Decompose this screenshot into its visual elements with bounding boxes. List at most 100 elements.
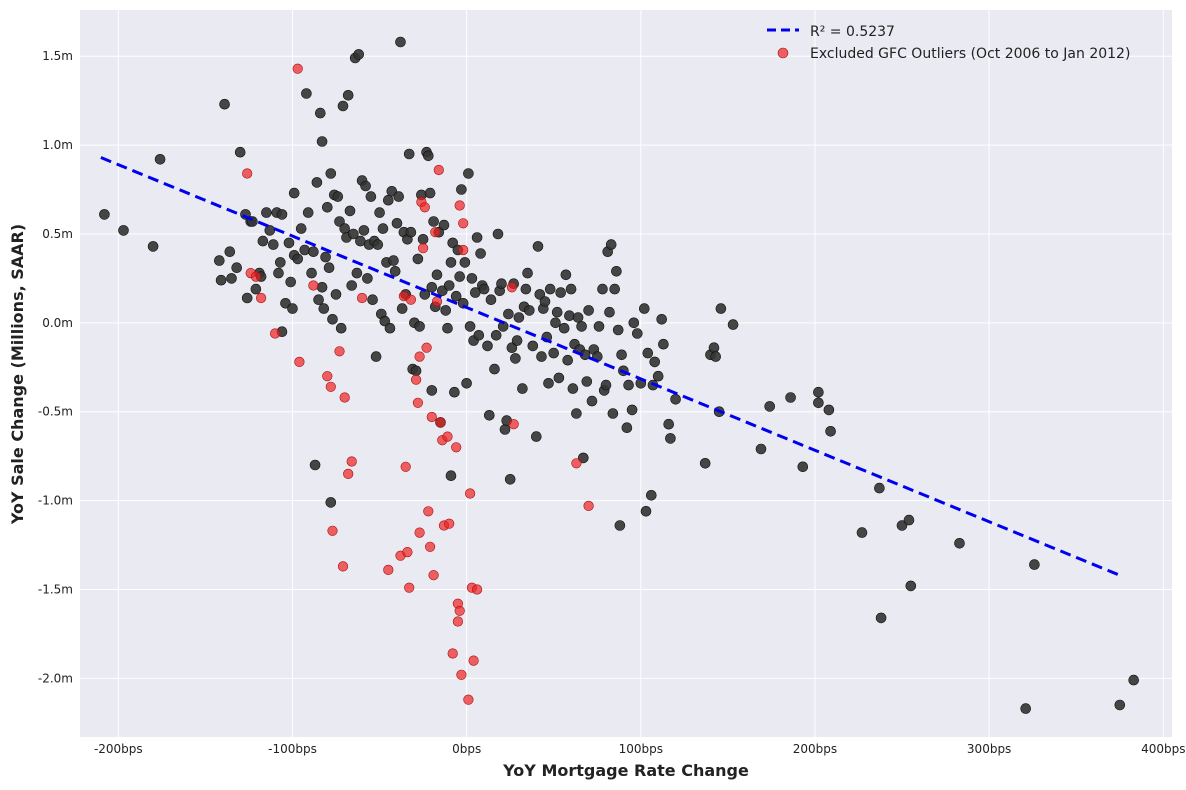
excluded-data-point (294, 356, 305, 368)
data-point (496, 278, 507, 290)
excluded-data-point (458, 244, 469, 256)
data-point (393, 191, 405, 202)
data-point (287, 303, 298, 314)
legend: R² = 0.5237 Excluded GFC Outliers (Oct 2… (767, 24, 1130, 62)
data-point (511, 335, 523, 346)
y-tick-label: 1.0m (42, 138, 73, 152)
excluded-data-point (454, 200, 465, 211)
data-point (642, 347, 654, 359)
data-point (504, 473, 516, 485)
data-point (456, 184, 467, 195)
excluded-data-point (292, 63, 303, 74)
data-point (234, 146, 246, 158)
data-point (658, 338, 669, 350)
data-point (318, 303, 330, 314)
data-point (395, 36, 406, 48)
data-point (499, 424, 511, 435)
data-point (631, 328, 643, 339)
excluded-points (242, 63, 594, 705)
excluded-data-point (428, 570, 439, 581)
data-point (344, 205, 356, 217)
data-point (348, 228, 359, 240)
data-point (699, 457, 711, 469)
excluded-data-point (404, 582, 415, 593)
data-point (314, 107, 326, 119)
data-point (510, 353, 521, 364)
data-point (905, 580, 917, 592)
data-point (813, 397, 824, 409)
data-point (335, 322, 347, 334)
data-point (382, 194, 394, 206)
excluded-data-point (337, 561, 349, 572)
data-point (577, 452, 589, 464)
data-point (604, 306, 615, 318)
data-point (424, 187, 436, 199)
data-point (665, 433, 676, 444)
data-point (250, 283, 262, 295)
data-point (316, 136, 328, 147)
data-point (628, 317, 640, 329)
excluded-data-point (456, 669, 467, 680)
excluded-data-point (334, 346, 345, 357)
data-point (372, 239, 384, 250)
data-point (219, 98, 230, 110)
data-point (544, 283, 556, 295)
y-tick-label: 0.5m (42, 227, 73, 241)
data-point (492, 228, 504, 240)
y-axis-ticks: 1.5m 1.0m 0.5m 0.0m -0.5m -1.0m -1.5m -2.0m (38, 49, 73, 685)
data-point (520, 283, 532, 295)
data-point (118, 225, 129, 236)
data-point (450, 290, 462, 302)
data-point (370, 351, 382, 362)
data-point (323, 262, 335, 274)
data-point (391, 218, 403, 229)
data-point (154, 154, 166, 165)
data-point (572, 312, 584, 323)
data-point (593, 321, 605, 332)
data-point (257, 235, 269, 247)
excluded-data-point (414, 527, 425, 538)
data-point (611, 265, 622, 277)
data-point (311, 177, 323, 188)
data-point (640, 505, 652, 517)
data-point (299, 244, 311, 256)
data-point (576, 321, 587, 332)
excluded-data-point (442, 431, 453, 442)
y-tick-label: -1.5m (38, 582, 73, 596)
data-point (276, 209, 288, 220)
data-point (1114, 699, 1126, 711)
data-point (536, 351, 547, 362)
data-point (384, 322, 396, 334)
legend-excluded-marker (777, 47, 789, 59)
data-point (412, 253, 424, 265)
excluded-data-point (412, 397, 424, 408)
data-point (445, 470, 457, 482)
data-point (874, 482, 885, 494)
regression-line (100, 156, 1121, 577)
data-point (645, 489, 657, 501)
excluded-data-point (452, 616, 464, 627)
x-tick-label: 300bps (967, 742, 1011, 756)
excluded-data-point (447, 648, 458, 659)
data-point (226, 273, 237, 284)
excluded-data-point (250, 271, 261, 282)
data-point (320, 251, 331, 263)
data-point (485, 294, 497, 306)
legend-regression-label: R² = 0.5237 (810, 24, 895, 40)
data-point (522, 267, 533, 279)
excluded-data-point (444, 518, 455, 529)
data-point (339, 223, 351, 234)
x-axis-ticks: -200bps -100bps 0bps 100bps 200bps 300bps 400b… (94, 742, 1186, 756)
data-point (362, 273, 373, 284)
data-point (560, 269, 572, 281)
data-point (332, 191, 344, 202)
data-point (396, 303, 408, 314)
data-point (517, 383, 528, 394)
data-point (463, 168, 474, 179)
data-point (527, 340, 539, 352)
data-point (426, 281, 438, 293)
excluded-data-point (458, 218, 469, 229)
excluded-data-point (419, 202, 430, 213)
data-point (506, 342, 518, 354)
data-point (99, 209, 110, 220)
